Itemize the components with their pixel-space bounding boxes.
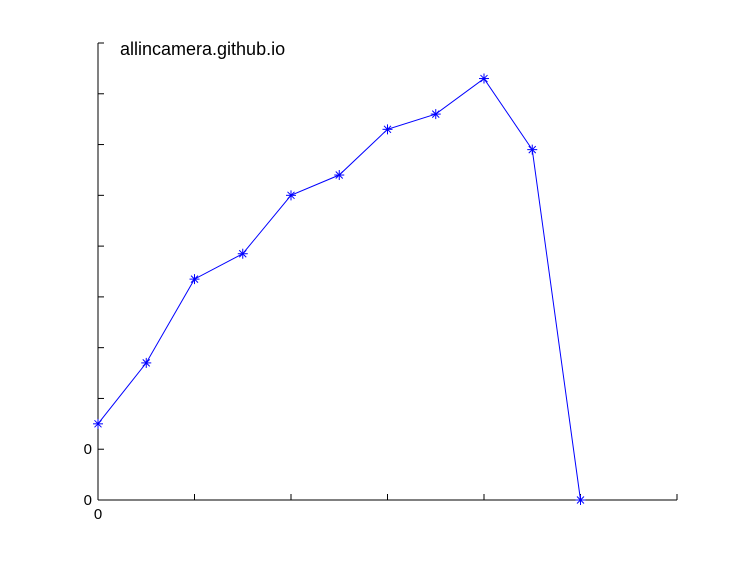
data-point-marker (93, 418, 103, 429)
series-line (97, 77, 581, 501)
chart-axes (97, 43, 677, 501)
data-point-marker (430, 109, 441, 120)
chart-annotation: allincamera.github.io (120, 39, 285, 59)
y-tick-label: 0 (84, 441, 92, 458)
data-point-marker (237, 248, 248, 259)
data-point-marker (527, 144, 538, 155)
y-tick-label: 0 (84, 492, 92, 509)
data-point-marker (286, 190, 296, 201)
data-point-marker (189, 274, 200, 285)
data-point-marker (479, 73, 489, 84)
data-point-marker (382, 124, 393, 135)
x-tick-label: 0 (94, 506, 102, 523)
chart-ticks: 000 (84, 42, 678, 523)
data-point-marker (141, 357, 152, 368)
data-point-marker (334, 170, 345, 181)
chart-series (93, 73, 586, 505)
data-point-marker (575, 495, 586, 505)
